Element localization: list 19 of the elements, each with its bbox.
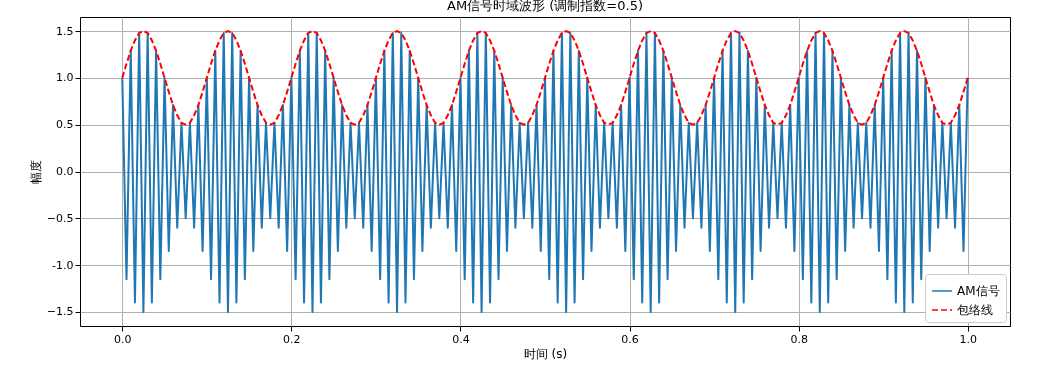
- x-tick-label: 0.0: [114, 332, 132, 346]
- x-tick-label: 0.8: [790, 332, 808, 346]
- y-axis-title: 幅度: [28, 160, 43, 184]
- y-tick-label: 1.5: [56, 24, 74, 38]
- legend-label: AM信号: [957, 284, 1000, 298]
- y-tick-label: −0.5: [46, 211, 74, 225]
- legend-label: 包络线: [957, 303, 993, 317]
- x-tick-label: 1.0: [959, 332, 977, 346]
- y-tick-label: 1.0: [56, 71, 74, 85]
- y-tick-label: -1.0: [52, 258, 74, 272]
- x-tick-label: 0.2: [283, 332, 301, 346]
- x-axis-title: 时间 (s): [523, 346, 568, 361]
- chart-title: AM信号时域波形 (调制指数=0.5): [447, 0, 643, 13]
- x-tick-label: 0.4: [452, 332, 470, 346]
- y-tick-label: 0.5: [56, 118, 74, 132]
- y-tick-label: 0.0: [56, 165, 74, 178]
- x-tick-label: 0.6: [621, 332, 639, 346]
- line-series: [121, 30, 969, 126]
- y-tick-label: −1.5: [46, 305, 74, 319]
